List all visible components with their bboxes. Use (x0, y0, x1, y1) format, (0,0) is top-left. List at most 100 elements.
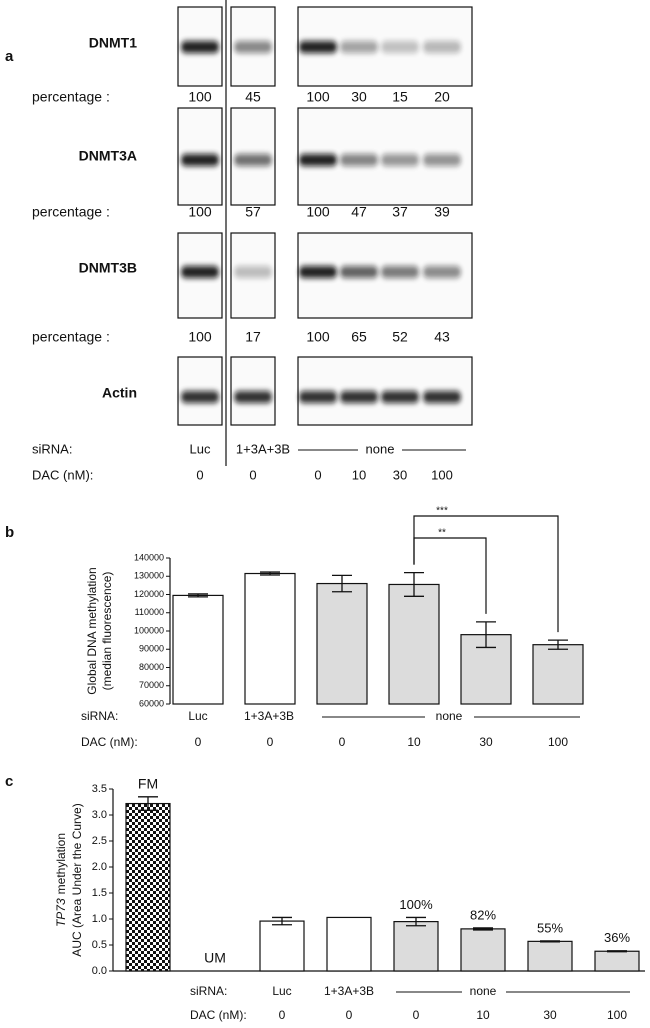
percentage: 45 (245, 89, 261, 105)
y-tick-label: 120000 (134, 589, 164, 599)
band (423, 154, 461, 166)
y-tick-label: 60000 (139, 698, 164, 708)
band (340, 41, 378, 53)
x-tick-label: 0 (339, 735, 346, 749)
percent-label: 36% (604, 930, 630, 945)
blot-name: Actin (102, 385, 137, 401)
y-tick-label: 110000 (135, 607, 164, 617)
x-tick-label: 0 (267, 735, 274, 749)
y-tick-label: 140000 (134, 552, 164, 562)
y-axis-label: TP73 methylation (54, 833, 68, 927)
sirna: 1+3A+3B (324, 984, 374, 998)
dac: 100 (431, 467, 453, 482)
y-tick-label: 90000 (139, 644, 164, 654)
panel-label: b (5, 524, 14, 541)
bar (460, 928, 506, 972)
percentage: 100 (188, 204, 212, 220)
y-tick-label: 0.5 (92, 939, 107, 951)
y-tick-label: 80000 (139, 662, 164, 672)
x-tick-label: 0 (346, 1008, 353, 1022)
bar (125, 802, 171, 972)
y-axis-label: Global DNA methylation (85, 567, 99, 694)
y-axis-label: AUC (Area Under the Curve) (70, 803, 84, 956)
dac: 0 (196, 467, 203, 482)
band (299, 154, 337, 166)
band (181, 41, 219, 53)
x-tick-label: 100 (607, 1008, 627, 1022)
band (423, 41, 461, 53)
dac-label: DAC (nM): (190, 1008, 247, 1022)
x-tick-label: 100 (548, 735, 568, 749)
percentage: 100 (306, 329, 330, 345)
x-tick-label: 0 (413, 1008, 420, 1022)
bar (326, 916, 372, 972)
y-tick-label: 100000 (134, 625, 164, 635)
percentage: 20 (434, 89, 450, 105)
x-tick-label: 10 (407, 735, 421, 749)
sirna: none (436, 709, 463, 723)
panel-label: c (5, 773, 13, 790)
y-tick-label: 70000 (139, 680, 164, 690)
band (234, 154, 272, 166)
bar (388, 583, 440, 705)
percentage-label: percentage : (32, 89, 110, 105)
y-tick-label: 2.5 (92, 835, 107, 847)
band (381, 391, 419, 403)
y-tick-label: 1.0 (92, 913, 107, 925)
x-tick-label: 30 (543, 1008, 557, 1022)
band (381, 266, 419, 278)
sirna: Luc (188, 709, 207, 723)
sirna-label: siRNA: (190, 984, 227, 998)
dac-label: DAC (nM): (32, 467, 93, 482)
band (340, 154, 378, 166)
significance-label: *** (436, 506, 448, 517)
band (423, 266, 461, 278)
band (234, 391, 272, 403)
percentage: 100 (306, 204, 330, 220)
band (234, 266, 272, 278)
significance-bracket (413, 515, 559, 633)
y-tick-label: 0.0 (92, 965, 107, 977)
bar (172, 594, 224, 705)
bar (244, 572, 296, 705)
x-tick-label: 10 (476, 1008, 490, 1022)
percentage: 52 (392, 329, 408, 345)
sirna: 1+3A+3B (244, 709, 294, 723)
band (299, 391, 337, 403)
band (340, 391, 378, 403)
percentage: 57 (245, 204, 261, 220)
band (181, 266, 219, 278)
percentage: 30 (351, 89, 367, 105)
percentage: 17 (245, 329, 261, 345)
band (381, 154, 419, 166)
sirna: none (470, 984, 497, 998)
sirna: none (366, 441, 395, 456)
y-axis-label: (median fluorescence) (100, 572, 114, 691)
percentage: 100 (188, 329, 212, 345)
x-tick-label: 0 (195, 735, 202, 749)
percent-label: 100% (399, 897, 433, 912)
y-tick-label: 3.5 (92, 783, 107, 795)
bar (532, 644, 584, 705)
percentage: 100 (306, 89, 330, 105)
dac: 0 (314, 467, 321, 482)
bar (527, 940, 573, 972)
bar (393, 920, 439, 972)
x-tick-label: 30 (479, 735, 493, 749)
y-tick-label: 2.0 (92, 861, 107, 873)
band (181, 154, 219, 166)
x-tick-label: 0 (279, 1008, 286, 1022)
percent-label: 82% (470, 907, 496, 922)
blot-name: DNMT1 (89, 35, 137, 51)
significance-label: ** (438, 528, 446, 539)
y-label-gene: TP73 (54, 898, 68, 927)
percentage: 100 (188, 89, 212, 105)
sirna: 1+3A+3B (236, 441, 290, 456)
percent-label: 55% (537, 920, 563, 935)
y-label-text: methylation (54, 833, 68, 894)
dac: 30 (393, 467, 407, 482)
percentage: 37 (392, 204, 408, 220)
percentage: 47 (351, 204, 367, 220)
bar (316, 582, 368, 705)
